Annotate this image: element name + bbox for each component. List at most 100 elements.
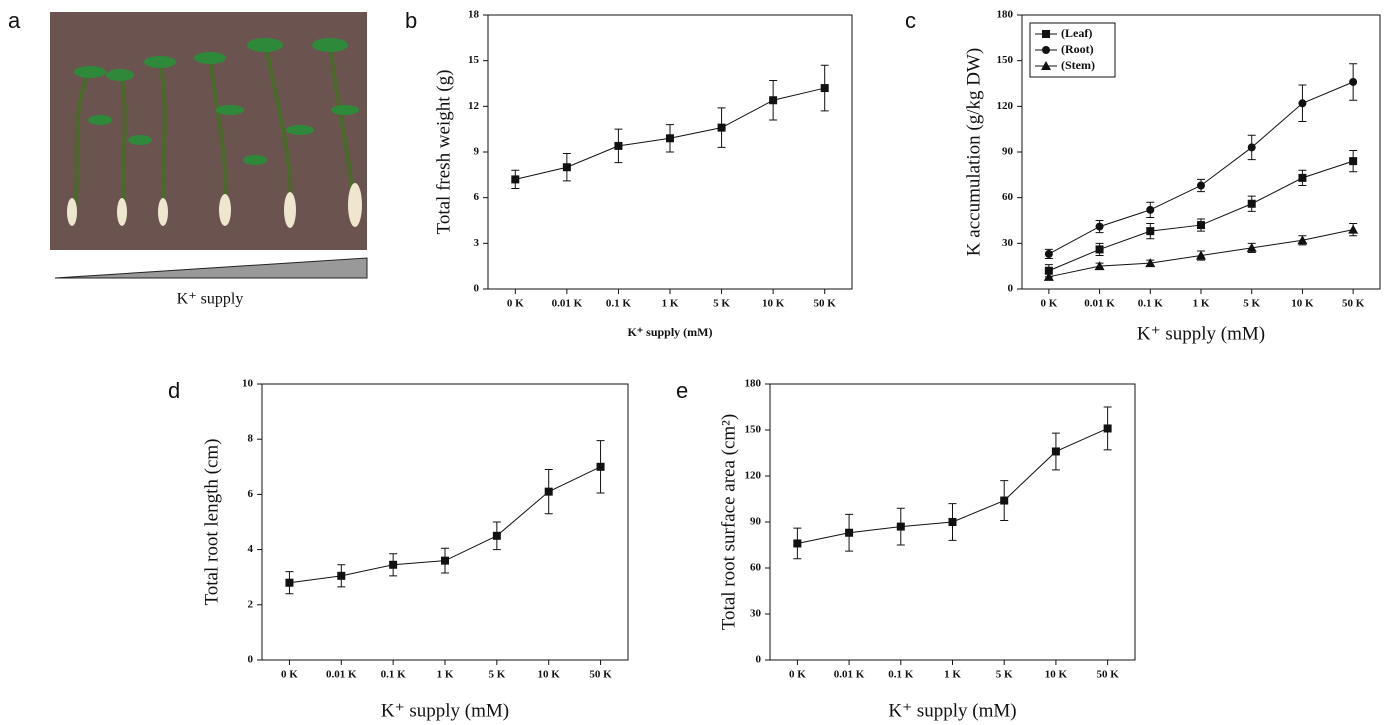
x-tick-label: 1 K bbox=[662, 298, 679, 310]
chart: 0 3 6 9 12 15 18 0 K 0.01 K 0.1 K 1 K 5 K 10 K 50 K b T… bbox=[405, 8, 853, 339]
x-tick-label: 5 K bbox=[488, 669, 505, 681]
marker bbox=[1146, 205, 1155, 214]
photo: a K⁺ supply bbox=[8, 8, 368, 308]
y-tick-label: 90 bbox=[1002, 146, 1014, 158]
marker bbox=[441, 556, 449, 565]
legend-marker bbox=[1042, 30, 1050, 38]
marker bbox=[1044, 249, 1053, 258]
x-tick-label: 10 K bbox=[538, 669, 561, 681]
x-tick-label: 1 K bbox=[944, 669, 961, 681]
y-tick-label: 0 bbox=[1008, 283, 1014, 295]
marker bbox=[544, 487, 553, 496]
x-tick-label: 0 K bbox=[507, 298, 524, 310]
y-tick-label: 8 bbox=[248, 433, 254, 445]
x-tick-label: 0.1 K bbox=[381, 669, 407, 681]
y-tick-label: 0 bbox=[474, 283, 480, 295]
legend-label: (Root) bbox=[1061, 42, 1094, 56]
y-tick-label: 120 bbox=[997, 100, 1014, 112]
marker bbox=[562, 163, 571, 172]
x-tick-label: 0.01 K bbox=[834, 669, 865, 681]
marker bbox=[1094, 261, 1105, 271]
y-tick-label: 150 bbox=[745, 424, 762, 436]
marker bbox=[511, 175, 520, 184]
marker bbox=[337, 571, 346, 580]
y-axis-label: K accumulation (g/kg DW) bbox=[963, 48, 984, 256]
marker bbox=[492, 531, 501, 540]
marker bbox=[1246, 242, 1257, 252]
marker bbox=[793, 539, 802, 548]
x-tick-label: 50 K bbox=[814, 298, 837, 310]
chart: 0 30 60 90 120 150 180 0 K 0.01 K 0.1 K 1 K 5 K 10 K… bbox=[905, 8, 1381, 344]
photo-background bbox=[50, 12, 367, 250]
marker bbox=[1043, 271, 1054, 281]
marker bbox=[717, 123, 726, 132]
legend-label: (Leaf) bbox=[1061, 26, 1092, 40]
leaves bbox=[74, 38, 359, 165]
y-tick-label: 10 bbox=[242, 378, 254, 390]
x-tick-label: 0.1 K bbox=[606, 298, 632, 310]
marker bbox=[1349, 77, 1358, 86]
x-tick-label: 0.01 K bbox=[326, 669, 357, 681]
marker bbox=[1247, 199, 1256, 208]
marker bbox=[1103, 424, 1112, 433]
marker bbox=[820, 84, 829, 93]
marker bbox=[389, 560, 398, 569]
x-tick-label: 5 K bbox=[996, 669, 1013, 681]
y-tick-label: 0 bbox=[756, 654, 762, 666]
x-tick-label: 0.1 K bbox=[888, 669, 914, 681]
y-tick-label: 120 bbox=[745, 470, 762, 482]
x-tick-label: 10 K bbox=[1291, 298, 1314, 310]
x-tick-label: 10 K bbox=[1045, 669, 1068, 681]
supply-wedge bbox=[54, 257, 368, 279]
legend-label: (Stem) bbox=[1061, 58, 1095, 72]
marker bbox=[948, 518, 957, 526]
y-tick-label: 30 bbox=[1002, 237, 1014, 249]
y-tick-label: 180 bbox=[997, 9, 1014, 21]
y-axis-label: Total root length (cm) bbox=[201, 439, 222, 606]
x-tick-label: 50 K bbox=[1342, 298, 1365, 310]
y-tick-label: 60 bbox=[750, 562, 762, 574]
marker bbox=[1145, 258, 1156, 268]
x-axis-label: K⁺ supply (mM) bbox=[888, 700, 1016, 721]
marker bbox=[1095, 222, 1104, 231]
x-tick-label: 0 K bbox=[281, 669, 298, 681]
x-tick-label: 1 K bbox=[437, 669, 454, 681]
marker bbox=[1298, 173, 1307, 182]
marker bbox=[1196, 250, 1206, 260]
y-tick-label: 6 bbox=[248, 488, 254, 500]
x-tick-label: 0.01 K bbox=[1084, 298, 1115, 310]
y-tick-label: 4 bbox=[248, 543, 254, 555]
marker bbox=[1197, 181, 1205, 190]
y-tick-label: 60 bbox=[1002, 191, 1014, 203]
y-tick-label: 90 bbox=[750, 516, 762, 528]
legend-marker bbox=[1042, 46, 1050, 54]
y-tick-label: 180 bbox=[745, 378, 762, 390]
x-axis-label: K⁺ supply (mM) bbox=[1137, 323, 1265, 344]
y-tick-label: 12 bbox=[468, 100, 480, 112]
x-tick-label: 50 K bbox=[589, 669, 612, 681]
marker bbox=[1297, 235, 1308, 245]
y-tick-label: 150 bbox=[997, 54, 1014, 66]
marker bbox=[845, 528, 854, 537]
photo-caption: K⁺ supply bbox=[177, 291, 244, 308]
x-tick-label: 5 K bbox=[1243, 298, 1260, 310]
x-tick-label: 0.1 K bbox=[1138, 298, 1164, 310]
x-tick-label: 5 K bbox=[713, 298, 730, 310]
marker bbox=[1044, 266, 1053, 275]
x-tick-label: 50 K bbox=[1096, 669, 1119, 681]
marker bbox=[769, 96, 778, 105]
y-tick-label: 6 bbox=[474, 191, 480, 203]
plot-frame bbox=[261, 383, 629, 661]
marker bbox=[596, 462, 605, 471]
chart: 0 2 4 6 8 10 0 K 0.01 K 0.1 K 1 K 5 K 10 K 50 K d Tota… bbox=[168, 378, 629, 721]
marker bbox=[614, 141, 623, 150]
chart: 0 30 60 90 120 150 180 0 K 0.01 K 0.1 K 1 K 5 K 10 K… bbox=[676, 378, 1136, 721]
panel-label: c bbox=[905, 8, 916, 33]
marker bbox=[285, 578, 294, 587]
y-tick-label: 2 bbox=[248, 598, 254, 610]
x-tick-label: 10 K bbox=[762, 298, 785, 310]
panel-label: a bbox=[8, 8, 21, 33]
legend-marker bbox=[1041, 61, 1051, 70]
marker bbox=[1197, 221, 1205, 230]
